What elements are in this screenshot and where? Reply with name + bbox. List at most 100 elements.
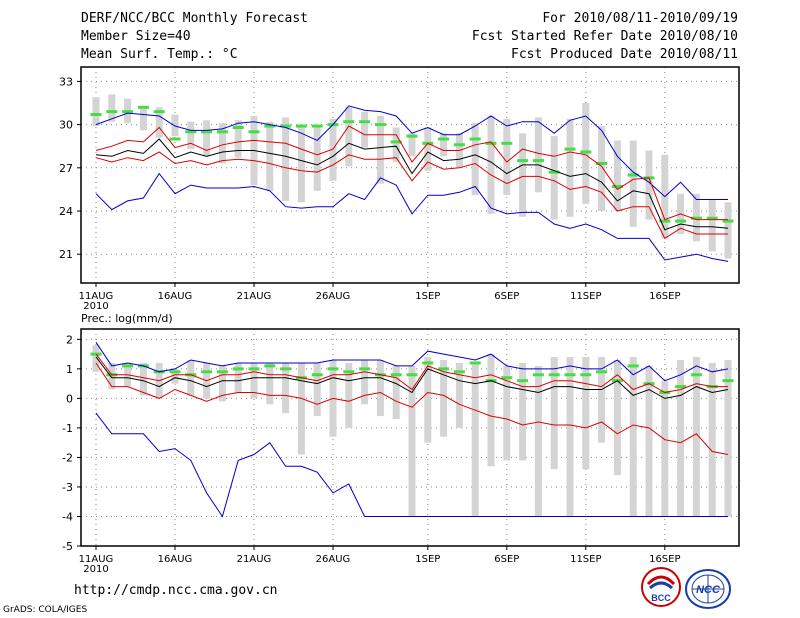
observed-mark bbox=[532, 159, 544, 163]
lower-extreme-line bbox=[95, 412, 728, 518]
plot-frame bbox=[80, 328, 740, 547]
ensemble-mean-line bbox=[95, 138, 729, 231]
spread-box bbox=[471, 362, 479, 517]
observed-mark bbox=[311, 124, 323, 128]
observed-mark bbox=[343, 120, 355, 124]
x-tick-label: 6SEP bbox=[494, 554, 519, 565]
spread-box bbox=[392, 127, 400, 163]
bcc-logo: BCC bbox=[641, 567, 681, 607]
observed-mark bbox=[627, 173, 639, 177]
observed-mark bbox=[611, 185, 623, 189]
observed-mark bbox=[359, 367, 371, 371]
upper-spread-line bbox=[95, 353, 728, 394]
y-tick-label: 1 bbox=[66, 363, 73, 376]
ncc-logo: NCC bbox=[685, 569, 731, 609]
observed-mark bbox=[201, 370, 213, 374]
lower-spread-line bbox=[95, 362, 729, 455]
spread-box bbox=[408, 365, 416, 517]
grads-credit: GrADS: COLA/IGES bbox=[3, 605, 88, 615]
observed-mark bbox=[153, 110, 165, 114]
x-tick-label: 21AUG bbox=[237, 554, 272, 565]
observed-mark bbox=[501, 376, 513, 380]
x-tick-label: 16AUG bbox=[158, 291, 193, 302]
observed-mark bbox=[438, 137, 450, 141]
spread-box bbox=[629, 140, 637, 227]
observed-mark bbox=[627, 364, 639, 368]
spread-box bbox=[519, 362, 527, 461]
spread-box bbox=[424, 127, 432, 171]
observed-mark bbox=[469, 137, 481, 141]
spread-box bbox=[345, 107, 353, 167]
observed-mark bbox=[374, 123, 386, 127]
y-tick-label: 21 bbox=[59, 248, 73, 261]
observed-mark bbox=[564, 147, 576, 151]
spread-box bbox=[234, 120, 242, 158]
plot-frame bbox=[80, 66, 740, 284]
forecast-produced-date: Fcst Produced Date 2010/08/11 bbox=[511, 47, 738, 62]
observed-mark bbox=[580, 150, 592, 154]
spread-box bbox=[392, 365, 400, 420]
spread-box bbox=[361, 111, 369, 148]
svg-text:NCC: NCC bbox=[696, 584, 721, 596]
spread-box bbox=[582, 357, 590, 470]
spread-box bbox=[282, 362, 290, 414]
observed-mark bbox=[169, 370, 181, 374]
spread-box bbox=[440, 133, 448, 157]
observed-mark bbox=[185, 130, 197, 134]
forecast-refer-date: Fcst Started Refer Date 2010/08/10 bbox=[471, 29, 738, 44]
observed-mark bbox=[122, 110, 134, 114]
x-tick-year: 2010 bbox=[83, 301, 108, 312]
x-tick-label: 26AUG bbox=[316, 554, 351, 565]
observed-mark bbox=[722, 219, 734, 223]
spread-box bbox=[677, 360, 685, 517]
spread-box bbox=[187, 121, 195, 150]
spread-box bbox=[297, 362, 305, 455]
upper-extreme-line bbox=[95, 342, 729, 382]
y-tick-label: -2 bbox=[62, 451, 73, 464]
spread-box bbox=[92, 345, 100, 372]
observed-mark bbox=[216, 130, 228, 134]
spread-box bbox=[598, 357, 606, 443]
observed-mark bbox=[517, 379, 529, 383]
source-url[interactable]: http://cmdp.ncc.cma.gov.cn bbox=[74, 583, 278, 598]
observed-mark bbox=[106, 110, 118, 114]
observed-mark bbox=[532, 373, 544, 377]
observed-mark bbox=[264, 124, 276, 128]
observed-mark bbox=[438, 367, 450, 371]
x-tick-label: 21AUG bbox=[237, 291, 272, 302]
observed-mark bbox=[343, 370, 355, 374]
observed-mark bbox=[517, 159, 529, 163]
spread-box bbox=[218, 123, 226, 164]
spread-box bbox=[282, 117, 290, 201]
spread-box bbox=[171, 368, 179, 384]
spread-box bbox=[598, 126, 606, 211]
spread-box bbox=[108, 94, 116, 122]
spread-box bbox=[661, 380, 669, 517]
observed-mark bbox=[232, 125, 244, 129]
spread-box bbox=[313, 127, 321, 191]
spread-box bbox=[297, 127, 305, 203]
observed-mark bbox=[232, 367, 244, 371]
observed-mark bbox=[122, 364, 134, 368]
spread-box bbox=[471, 123, 479, 196]
spread-box bbox=[534, 365, 542, 517]
spread-box bbox=[139, 107, 147, 131]
spread-box bbox=[345, 362, 353, 428]
precip-panel-title: Prec.: log(mm/d) bbox=[81, 312, 173, 325]
spread-box bbox=[503, 365, 511, 461]
observed-mark bbox=[390, 373, 402, 377]
observed-mark bbox=[675, 219, 687, 223]
spread-box bbox=[645, 150, 653, 220]
spread-box bbox=[234, 362, 242, 393]
x-tick-label: 11SEP bbox=[570, 554, 601, 565]
spread-box bbox=[250, 362, 258, 399]
observed-mark bbox=[722, 379, 734, 383]
spread-box bbox=[171, 114, 179, 137]
forecast-period: For 2010/08/11-2010/09/19 bbox=[542, 11, 738, 26]
x-tick-label: 1SEP bbox=[415, 291, 440, 302]
observed-mark bbox=[248, 367, 260, 371]
observed-mark bbox=[169, 137, 181, 141]
spread-box bbox=[724, 360, 732, 517]
